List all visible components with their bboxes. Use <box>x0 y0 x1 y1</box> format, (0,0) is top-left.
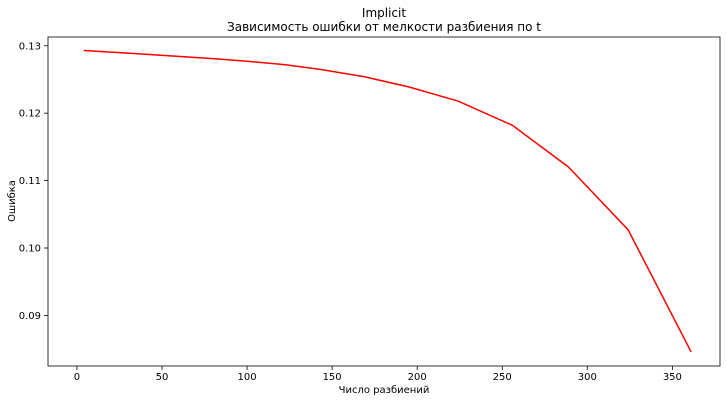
y-tick-label: 0.13 <box>19 41 41 52</box>
y-tick-label: 0.11 <box>19 176 41 187</box>
x-tick-label: 0 <box>74 372 80 383</box>
plot-frame <box>47 36 721 367</box>
x-tick-label: 150 <box>323 372 342 383</box>
plot-area: 0 50 100 150 200 250 300 350 0.09 0.10 0.11 0.12 0.1… <box>19 36 721 383</box>
x-tick-label: 300 <box>578 372 597 383</box>
x-tick-label: 250 <box>493 372 512 383</box>
y-tick-label: 0.10 <box>19 244 41 255</box>
x-axis-label: Число разбиений <box>339 385 430 396</box>
y-tick-label: 0.09 <box>19 311 41 322</box>
series-line <box>83 49 692 353</box>
x-tick-label: 50 <box>156 372 169 383</box>
x-tick-label: 100 <box>238 372 257 383</box>
y-axis-label: Ошибка <box>7 180 18 222</box>
y-tick-label: 0.12 <box>19 109 41 120</box>
x-tick-label: 350 <box>663 372 682 383</box>
x-tick-label: 200 <box>408 372 427 383</box>
chart-subtitle: Зависимость ошибки от мелкости разбиения… <box>227 20 541 34</box>
chart-title: Implicit <box>362 6 406 20</box>
